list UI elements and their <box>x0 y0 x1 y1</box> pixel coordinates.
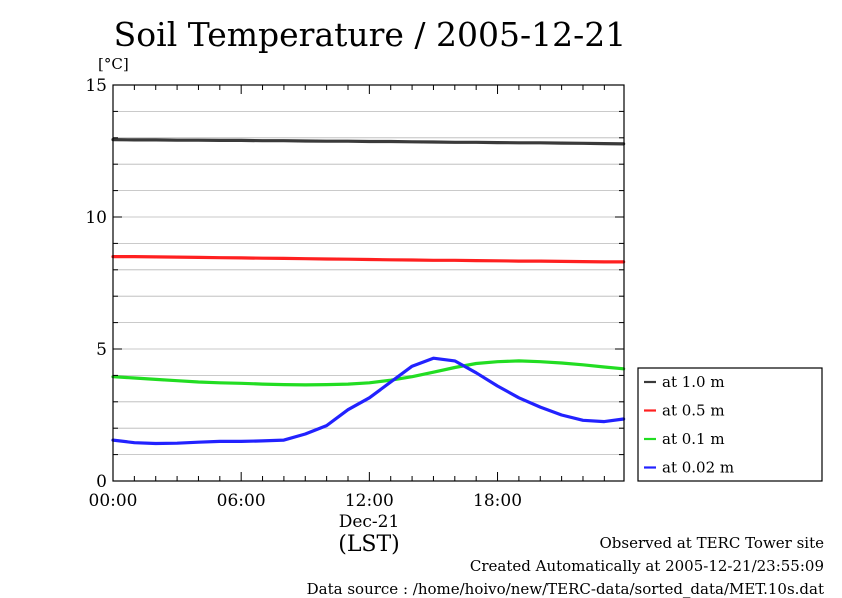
y-tick-label: 15 <box>85 76 107 96</box>
series-line <box>111 359 626 387</box>
series-group <box>111 138 626 446</box>
x-axis-label: (LST) <box>338 532 400 557</box>
grid-lines <box>113 111 624 456</box>
footer-created: Created Automatically at 2005-12-21/23:5… <box>469 557 824 575</box>
x-tick-label: 00:00 <box>89 491 138 511</box>
y-axis-unit: [°C] <box>98 55 129 73</box>
footer-source: Data source : /home/hoivo/new/TERC-data/… <box>306 580 824 598</box>
y-tick-label: 0 <box>96 472 107 492</box>
footer-site: Observed at TERC Tower site <box>599 534 824 552</box>
x-date-label: Dec-21 <box>339 512 400 532</box>
legend-label: at 0.02 m <box>662 459 734 477</box>
x-axis-ticks: 00:00 06:00 12:00 18:00 <box>89 85 605 511</box>
x-tick-label: 06:00 <box>217 491 266 511</box>
legend-box <box>637 367 823 482</box>
chart-title: Soil Temperature / 2005-12-21 <box>114 15 627 54</box>
legend-label: at 0.1 m <box>662 430 725 448</box>
x-tick-label: 18:00 <box>473 491 522 511</box>
series-line <box>111 255 626 264</box>
legend-label: at 0.5 m <box>662 402 725 420</box>
y-axis-ticks: 0 5 10 15 <box>85 76 624 492</box>
series-line <box>111 138 626 146</box>
x-tick-label: 12:00 <box>345 491 394 511</box>
y-tick-label: 10 <box>85 208 107 228</box>
plot-frame <box>112 84 625 482</box>
legend-label: at 1.0 m <box>662 373 725 391</box>
y-tick-label: 5 <box>96 340 107 360</box>
legend: at 1.0 m at 0.5 m at 0.1 m at 0.02 m <box>637 367 823 482</box>
series-line <box>111 356 626 446</box>
